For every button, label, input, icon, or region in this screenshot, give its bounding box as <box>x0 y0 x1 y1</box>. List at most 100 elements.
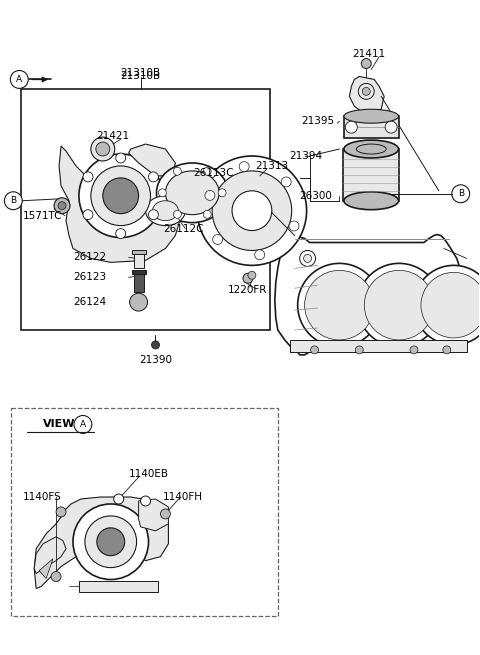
Text: 1571TC: 1571TC <box>23 211 63 221</box>
Text: A: A <box>16 75 23 84</box>
Ellipse shape <box>344 109 398 123</box>
Ellipse shape <box>145 196 185 225</box>
Circle shape <box>173 210 181 218</box>
Circle shape <box>212 171 292 250</box>
Polygon shape <box>139 499 168 531</box>
Circle shape <box>255 250 264 260</box>
Circle shape <box>232 191 272 231</box>
Circle shape <box>243 273 253 283</box>
Circle shape <box>83 210 93 219</box>
Ellipse shape <box>344 192 398 210</box>
Circle shape <box>289 221 299 231</box>
Circle shape <box>357 263 441 347</box>
Text: 26112C: 26112C <box>164 223 204 234</box>
Text: 26124: 26124 <box>73 297 106 307</box>
Circle shape <box>358 83 374 100</box>
Bar <box>79 580 158 593</box>
Bar <box>132 250 145 254</box>
Circle shape <box>355 346 363 354</box>
Circle shape <box>213 234 223 244</box>
Text: 21395: 21395 <box>301 116 335 126</box>
Text: 26300: 26300 <box>300 191 333 201</box>
Circle shape <box>85 516 137 568</box>
Polygon shape <box>129 144 175 176</box>
Circle shape <box>58 202 66 210</box>
Circle shape <box>414 265 480 345</box>
Text: 21390: 21390 <box>139 355 172 365</box>
Circle shape <box>421 272 480 338</box>
Circle shape <box>148 172 158 182</box>
Circle shape <box>152 341 159 349</box>
Circle shape <box>452 185 469 203</box>
Bar <box>344 116 399 138</box>
Text: 21394: 21394 <box>290 151 323 161</box>
Circle shape <box>205 191 215 200</box>
Circle shape <box>148 210 158 219</box>
Ellipse shape <box>356 144 386 154</box>
Ellipse shape <box>156 163 228 223</box>
Text: 21421: 21421 <box>96 131 129 141</box>
Circle shape <box>51 572 61 582</box>
Text: 1140FS: 1140FS <box>23 492 62 502</box>
Circle shape <box>362 87 370 96</box>
Circle shape <box>218 189 226 196</box>
Circle shape <box>116 229 126 238</box>
Circle shape <box>203 210 211 218</box>
Polygon shape <box>34 497 168 588</box>
Circle shape <box>385 121 397 133</box>
Circle shape <box>116 153 126 163</box>
Text: 1220FR: 1220FR <box>228 285 267 295</box>
Circle shape <box>4 192 22 210</box>
Circle shape <box>160 509 170 519</box>
Circle shape <box>158 189 167 196</box>
Bar <box>132 271 145 274</box>
Circle shape <box>83 172 93 182</box>
Circle shape <box>79 154 162 238</box>
Circle shape <box>11 71 28 88</box>
Polygon shape <box>34 537 66 574</box>
Circle shape <box>73 504 148 580</box>
Text: 26113C: 26113C <box>193 168 234 178</box>
Text: 26122: 26122 <box>73 252 106 263</box>
Ellipse shape <box>344 140 398 158</box>
Bar <box>133 272 144 292</box>
Text: 1140FH: 1140FH <box>162 492 203 502</box>
Circle shape <box>130 293 147 311</box>
Circle shape <box>239 162 249 172</box>
Circle shape <box>91 166 151 225</box>
Polygon shape <box>275 234 468 355</box>
Text: B: B <box>457 189 464 198</box>
Ellipse shape <box>166 171 219 215</box>
Bar <box>343 149 399 200</box>
Polygon shape <box>349 77 384 116</box>
Circle shape <box>281 177 291 187</box>
Text: 21310B: 21310B <box>120 71 161 81</box>
Circle shape <box>91 137 115 161</box>
Text: 21310B: 21310B <box>120 69 161 79</box>
Circle shape <box>364 271 434 340</box>
Circle shape <box>173 167 181 176</box>
Text: 1140EB: 1140EB <box>129 469 168 479</box>
Circle shape <box>203 167 211 176</box>
Text: 21411: 21411 <box>353 48 386 58</box>
Text: 26123: 26123 <box>73 272 106 282</box>
Circle shape <box>311 346 319 354</box>
Circle shape <box>248 271 256 279</box>
Circle shape <box>74 415 92 434</box>
Circle shape <box>97 528 125 555</box>
Bar <box>290 340 467 352</box>
Circle shape <box>96 142 110 156</box>
Text: B: B <box>10 196 16 205</box>
Circle shape <box>305 271 374 340</box>
Circle shape <box>56 507 66 517</box>
Bar <box>21 89 270 330</box>
Circle shape <box>410 346 418 354</box>
Circle shape <box>300 250 315 267</box>
Circle shape <box>304 254 312 263</box>
Text: 21313: 21313 <box>255 161 288 171</box>
Bar <box>12 407 278 616</box>
Circle shape <box>103 178 139 214</box>
Circle shape <box>54 198 70 214</box>
Bar <box>133 252 144 269</box>
Text: VIEW: VIEW <box>43 419 76 430</box>
